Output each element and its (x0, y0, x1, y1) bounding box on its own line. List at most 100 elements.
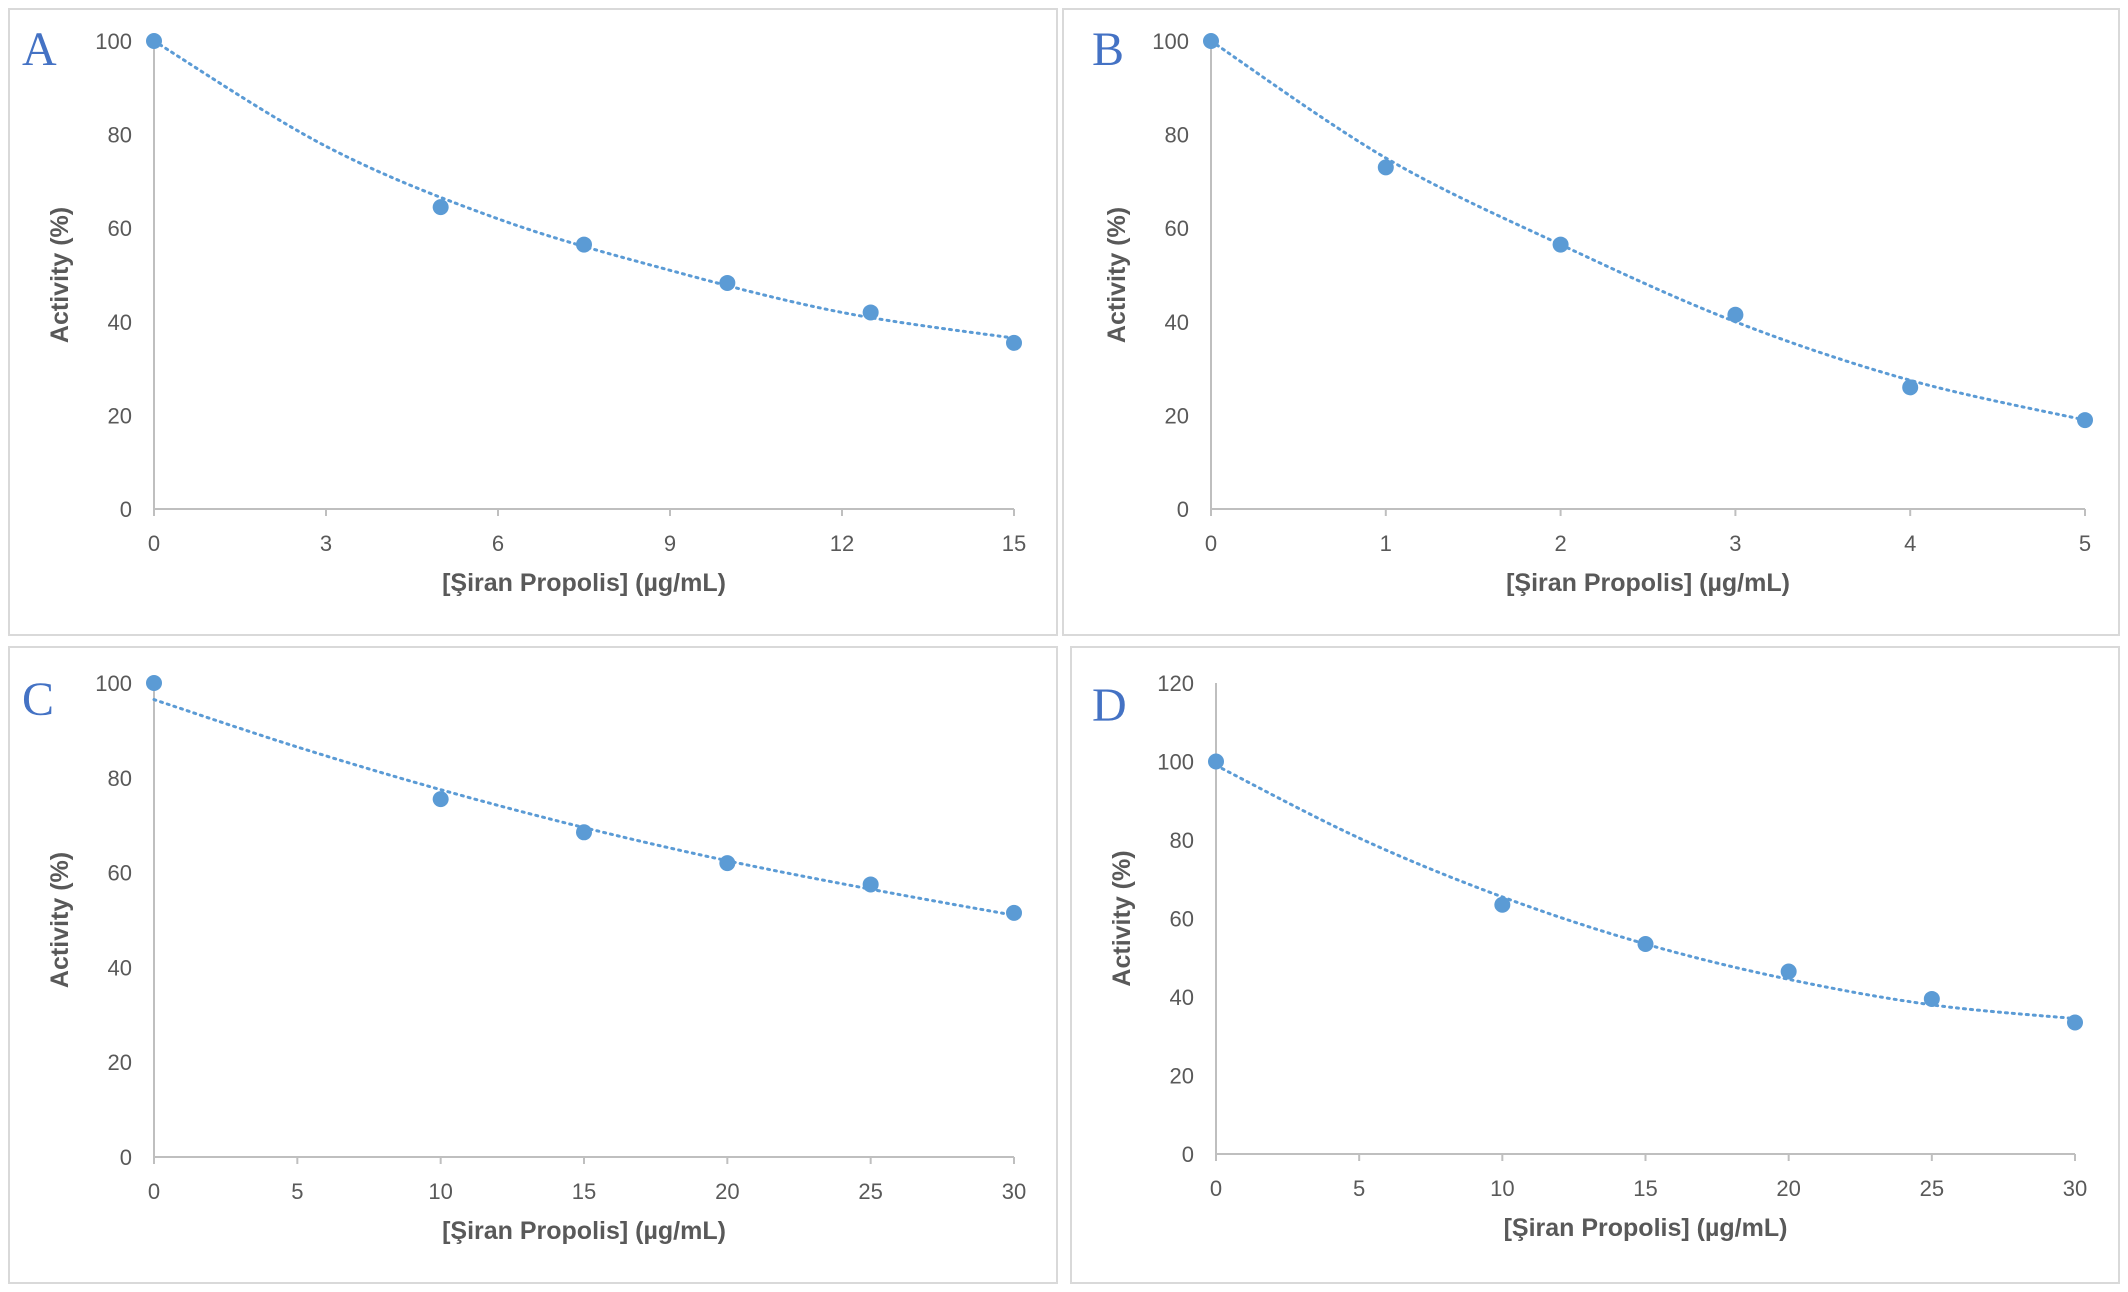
y-tick-label: 80 (108, 766, 132, 791)
y-tick-label: 40 (1165, 310, 1189, 335)
x-tick-label: 5 (291, 1179, 303, 1204)
x-tick-label: 6 (492, 531, 504, 556)
y-tick-label: 100 (1157, 750, 1194, 775)
data-point (146, 33, 162, 49)
trendline (152, 698, 1016, 917)
y-tick-label: 40 (108, 955, 132, 980)
x-tick-label: 9 (664, 531, 676, 556)
x-tick-label: 4 (1904, 531, 1916, 556)
data-point (1203, 33, 1219, 49)
x-tick-label: 25 (858, 1179, 882, 1204)
chart-svg: 0 5 10 15 20 25 30 0 20 40 60 80 100 [Şiran Propolis]… (46, 671, 1026, 1245)
x-tick-label: 1 (1380, 531, 1392, 556)
data-point (862, 304, 879, 321)
y-tick-label: 80 (1170, 828, 1194, 853)
x-tick-label: 2 (1554, 531, 1566, 556)
y-tick-label: 20 (108, 403, 132, 428)
x-tick-label: 20 (715, 1179, 739, 1204)
y-tick-label: 60 (108, 216, 132, 241)
y-tick-label: 0 (120, 497, 132, 522)
y-tick-label: 0 (120, 1145, 132, 1170)
y-tick-label: 40 (1170, 985, 1194, 1010)
data-point (1780, 963, 1797, 980)
y-tick-label: 120 (1157, 671, 1194, 696)
chart-svg: 0 1 2 3 4 5 0 20 40 60 80 100 [Şiran Propolis] (µg/m… (1103, 29, 2093, 597)
data-point (719, 274, 736, 291)
chart-panel-d: D 0 5 10 15 20 25 30 0 20 40 60 80 100 120 [Şiran Propo… (1070, 646, 2120, 1284)
data-point (1006, 334, 1022, 351)
x-tick-label: 10 (1490, 1176, 1514, 1201)
data-point (1902, 379, 1919, 396)
x-tick-label: 15 (1002, 531, 1026, 556)
y-tick-label: 100 (95, 671, 132, 696)
y-axis-title: Activity (%) (46, 207, 74, 343)
trendline (152, 39, 1016, 340)
x-axis-title: [Şiran Propolis] (µg/mL) (1506, 569, 1790, 597)
data-point (1923, 990, 1940, 1007)
data-point (719, 855, 736, 872)
chart-panel-b: B 0 1 2 3 4 5 0 20 40 60 80 100 [Şiran Propolis] (µg/… (1062, 8, 2120, 636)
y-tick-label: 60 (1165, 216, 1189, 241)
x-tick-label: 0 (148, 1179, 160, 1204)
data-point (576, 236, 592, 253)
y-tick-label: 20 (1165, 403, 1189, 428)
y-tick-label: 20 (1170, 1064, 1194, 1089)
x-tick-label: 25 (1920, 1176, 1944, 1201)
data-point (1637, 936, 1654, 953)
x-tick-label: 0 (148, 531, 160, 556)
data-point (2077, 412, 2093, 429)
panel-letter: A (22, 23, 57, 76)
chart-svg: 0 3 6 9 12 15 0 20 40 60 80 100 [Şiran Propolis] (µg… (46, 29, 1026, 597)
x-tick-label: 5 (2079, 531, 2091, 556)
data-point (1727, 306, 1744, 323)
y-axis-title: Activity (%) (1103, 207, 1131, 343)
x-tick-label: 10 (428, 1179, 452, 1204)
chart-svg: 0 5 10 15 20 25 30 0 20 40 60 80 100 120 [Şiran Propol… (1108, 671, 2087, 1242)
x-axis-title: [Şiran Propolis] (µg/mL) (442, 1217, 726, 1245)
y-tick-label: 100 (1152, 29, 1189, 54)
x-tick-label: 0 (1205, 531, 1217, 556)
panel-letter: B (1092, 23, 1125, 76)
x-tick-label: 12 (830, 531, 854, 556)
x-axis-title: [Şiran Propolis] (µg/mL) (1504, 1214, 1788, 1242)
y-tick-label: 0 (1182, 1142, 1194, 1167)
x-tick-label: 30 (2063, 1176, 2087, 1201)
x-tick-label: 5 (1353, 1176, 1365, 1201)
data-point (576, 824, 592, 841)
y-axis-title: Activity (%) (46, 852, 74, 988)
data-point (1377, 159, 1394, 176)
chart-panel-a: A 0 3 6 9 12 15 0 20 40 60 80 100 [Şiran Propolis] (µ… (8, 8, 1058, 636)
y-tick-label: 100 (95, 29, 132, 54)
panel-letter: D (1092, 679, 1127, 732)
data-point (862, 876, 879, 893)
trendline (1214, 763, 2077, 1021)
y-tick-label: 0 (1177, 497, 1189, 522)
data-point (432, 199, 449, 216)
data-point (1006, 904, 1022, 921)
x-tick-label: 3 (1729, 531, 1741, 556)
x-tick-label: 15 (1633, 1176, 1657, 1201)
data-point (1494, 896, 1511, 913)
y-tick-label: 40 (108, 310, 132, 335)
y-tick-label: 80 (1165, 123, 1189, 148)
panel-letter: C (22, 673, 55, 726)
trendline (1209, 39, 2087, 422)
data-point (432, 791, 449, 808)
y-tick-label: 60 (1170, 907, 1194, 932)
data-point (1208, 753, 1224, 770)
y-tick-label: 20 (108, 1050, 132, 1075)
x-tick-label: 3 (320, 531, 332, 556)
y-axis-title: Activity (%) (1108, 850, 1136, 986)
y-tick-label: 80 (108, 123, 132, 148)
x-tick-label: 0 (1210, 1176, 1222, 1201)
x-tick-label: 15 (572, 1179, 596, 1204)
data-point (2067, 1014, 2083, 1031)
x-tick-label: 30 (1002, 1179, 1026, 1204)
x-tick-label: 20 (1776, 1176, 1800, 1201)
chart-panel-c: C 0 5 10 15 20 25 30 0 20 40 60 80 100 [Şiran Propolis… (8, 646, 1058, 1284)
data-point (1552, 236, 1569, 253)
x-axis-title: [Şiran Propolis] (µg/mL) (442, 569, 726, 597)
y-tick-label: 60 (108, 861, 132, 886)
data-point (146, 675, 162, 691)
